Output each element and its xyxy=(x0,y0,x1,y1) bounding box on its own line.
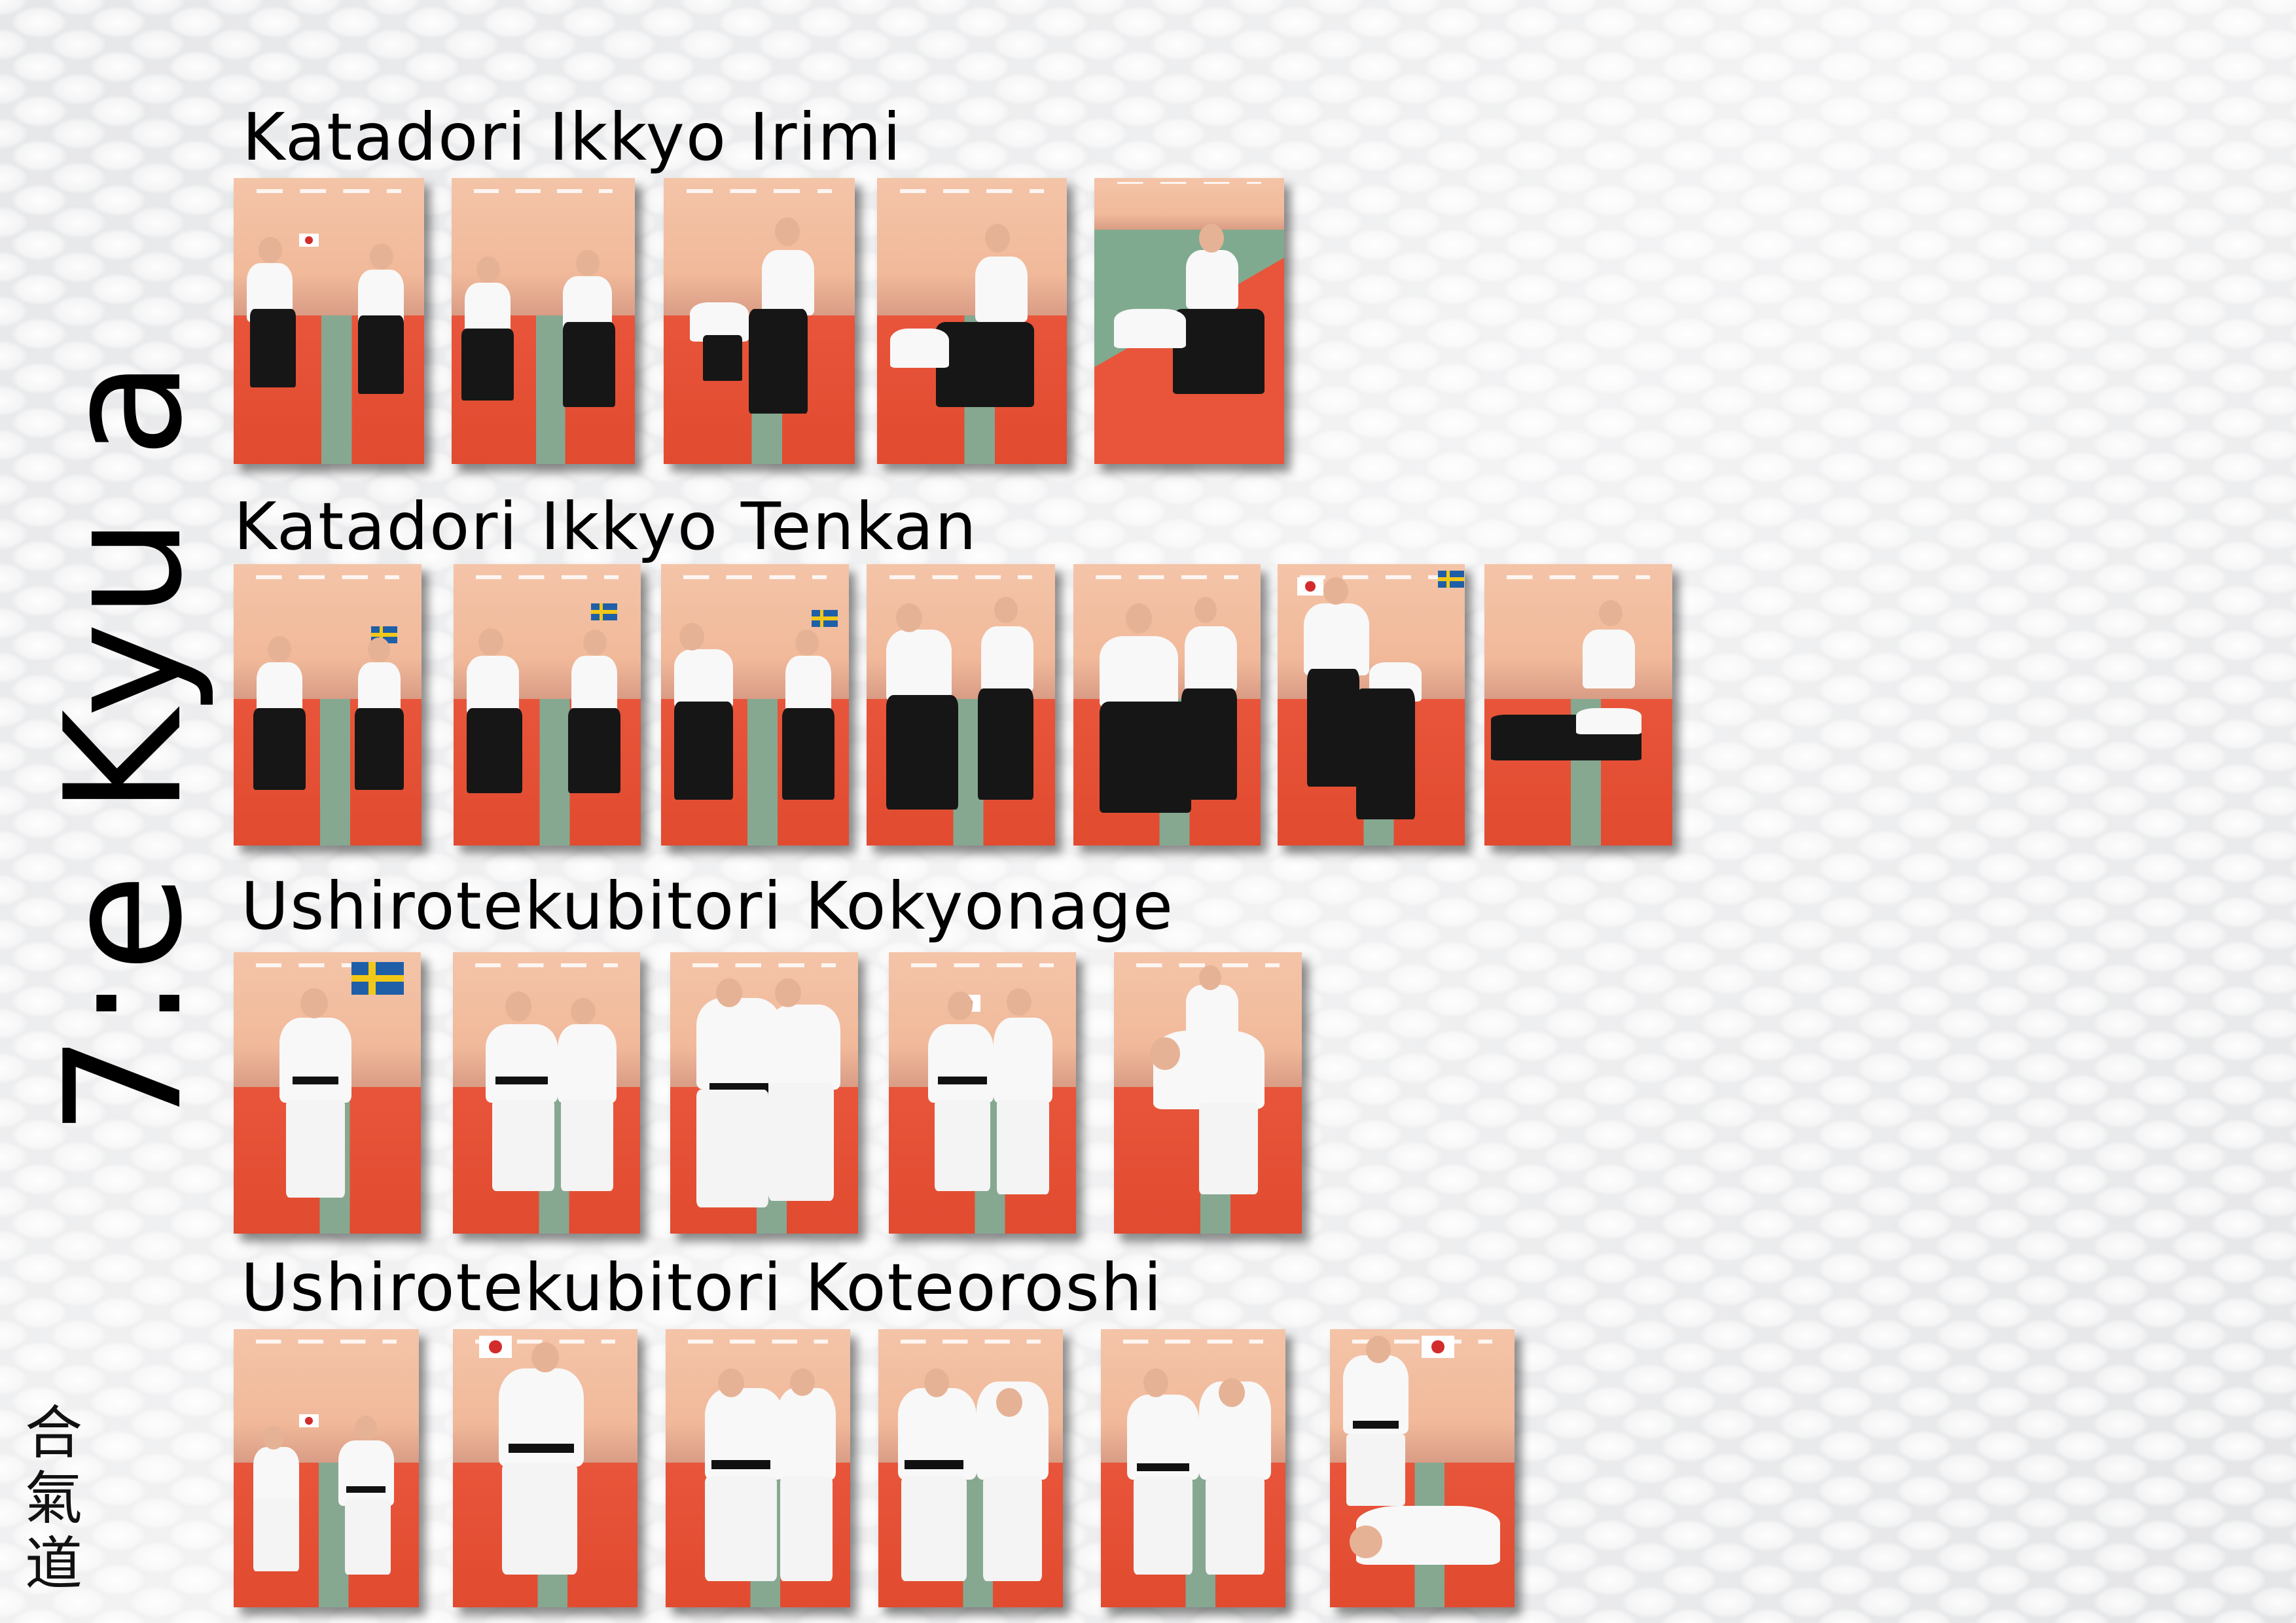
photo-1-4 xyxy=(877,178,1067,464)
photo-4-4 xyxy=(878,1329,1063,1607)
aikido-kanji: 合 氣 道 xyxy=(14,1400,93,1597)
photo-3-1 xyxy=(234,952,421,1234)
photo-1-1 xyxy=(234,178,424,464)
technique-title-4: Ushirotekubitori Koteoroshi xyxy=(241,1249,1163,1326)
kanji-do: 道 xyxy=(24,1530,82,1597)
photo-4-2 xyxy=(453,1329,637,1607)
photo-1-5 xyxy=(1094,178,1284,464)
photo-2-4 xyxy=(867,564,1055,846)
photo-2-1 xyxy=(234,564,422,846)
kanji-ai: 合 xyxy=(24,1399,82,1467)
photo-2-5 xyxy=(1073,564,1261,846)
photo-2-7 xyxy=(1484,564,1672,846)
page-side-title: 7:e Kyu a xyxy=(31,355,217,1137)
photo-4-5 xyxy=(1101,1329,1285,1607)
photo-2-6 xyxy=(1278,564,1465,846)
technique-title-3: Ushirotekubitori Kokyonage xyxy=(241,868,1174,944)
photo-3-3 xyxy=(670,952,858,1234)
photo-3-4 xyxy=(889,952,1076,1234)
photo-4-6 xyxy=(1330,1329,1515,1607)
technique-title-1: Katadori Ikkyo Irimi xyxy=(242,99,903,175)
photo-2-2 xyxy=(454,564,641,846)
technique-title-2: Katadori Ikkyo Tenkan xyxy=(234,488,978,565)
photo-1-2 xyxy=(452,178,635,464)
photo-2-3 xyxy=(661,564,849,846)
photo-4-3 xyxy=(666,1329,850,1607)
photo-3-2 xyxy=(453,952,640,1234)
photo-1-3 xyxy=(664,178,855,464)
kanji-ki: 氣 xyxy=(24,1465,82,1532)
photo-4-1 xyxy=(234,1329,419,1607)
photo-3-5 xyxy=(1114,952,1302,1234)
